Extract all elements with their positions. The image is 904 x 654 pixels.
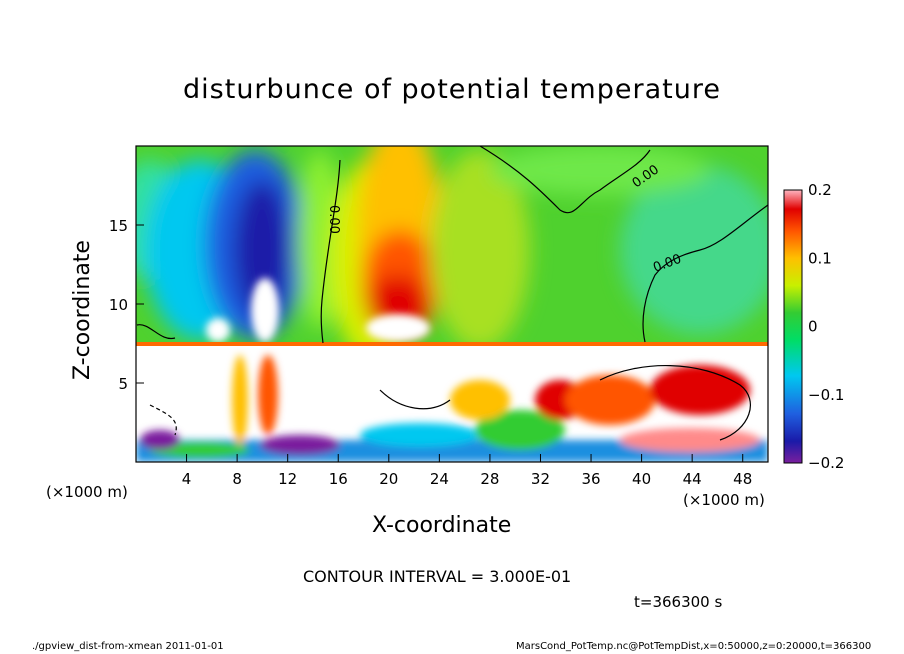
cold-core-white-left	[206, 318, 230, 342]
footer-left: ./gpview_dist-from-xmean 2011-01-01	[32, 641, 224, 652]
cool-region-right	[620, 165, 768, 335]
contour-line	[642, 204, 769, 343]
time-label: t=366300 s	[634, 593, 723, 611]
contour-label: 0.00	[326, 205, 341, 234]
y-axis-label: Z-coordinate	[70, 240, 95, 380]
warm-tail	[430, 150, 530, 350]
x-unit-label-right: (×1000 m)	[683, 491, 765, 509]
x-tick-label: 40	[632, 470, 651, 488]
contour-line	[599, 364, 751, 441]
colorbar-tick-label: 0.2	[808, 181, 832, 199]
x-tick-label: 16	[329, 470, 348, 488]
contour-line	[320, 159, 341, 344]
colorbar-tick-label: 0	[808, 318, 818, 336]
x-tick-label: 8	[232, 470, 242, 488]
cool-plume-core	[234, 180, 290, 320]
upper-right-band	[490, 146, 710, 195]
contour-interval-text: CONTOUR INTERVAL = 3.000E-01	[303, 567, 572, 586]
colorbar-tick-label: −0.1	[808, 386, 844, 404]
neutral-band	[298, 150, 342, 330]
y-tick-label: 15	[109, 217, 128, 235]
colorbar-ticks: 0.2 0.1 0 −0.1 −0.2	[808, 181, 844, 472]
contour-line	[379, 389, 451, 410]
contour-line	[479, 145, 651, 214]
x-tick-label: 44	[683, 470, 702, 488]
x-tick-label: 12	[278, 470, 297, 488]
cold-core-white	[251, 278, 279, 342]
chart-title: disturbunce of potential temperature	[183, 74, 721, 105]
x-tick-label: 28	[480, 470, 499, 488]
footer-right: MarsCond_PotTemp.nc@PotTempDist,x=0:5000…	[516, 641, 872, 652]
y-tick-label: 10	[109, 296, 128, 314]
y-tick-label: 5	[118, 375, 128, 393]
x-tick-label: 20	[379, 470, 398, 488]
x-axis-label: X-coordinate	[372, 513, 512, 538]
colorbar-tick-label: −0.2	[808, 454, 844, 472]
contours	[136, 145, 769, 441]
x-tick-label: 32	[531, 470, 550, 488]
x-tick-label: 48	[733, 470, 752, 488]
x-tick-label: 36	[581, 470, 600, 488]
heatmap-field	[136, 146, 768, 462]
colorbar-tick-label: 0.1	[808, 249, 832, 267]
warm-core-white	[366, 314, 430, 342]
x-tick-label: 24	[430, 470, 449, 488]
x-tick-label: 4	[182, 470, 192, 488]
x-unit-label-left: (×1000 m)	[46, 483, 128, 501]
colorbar	[783, 189, 803, 464]
x-axis: 4 8 12 16 20 24 28 32 36 40 44 48	[182, 454, 752, 488]
contour-line	[136, 324, 176, 340]
interface-line	[136, 342, 768, 346]
y-axis: 5 10 15	[109, 217, 144, 393]
